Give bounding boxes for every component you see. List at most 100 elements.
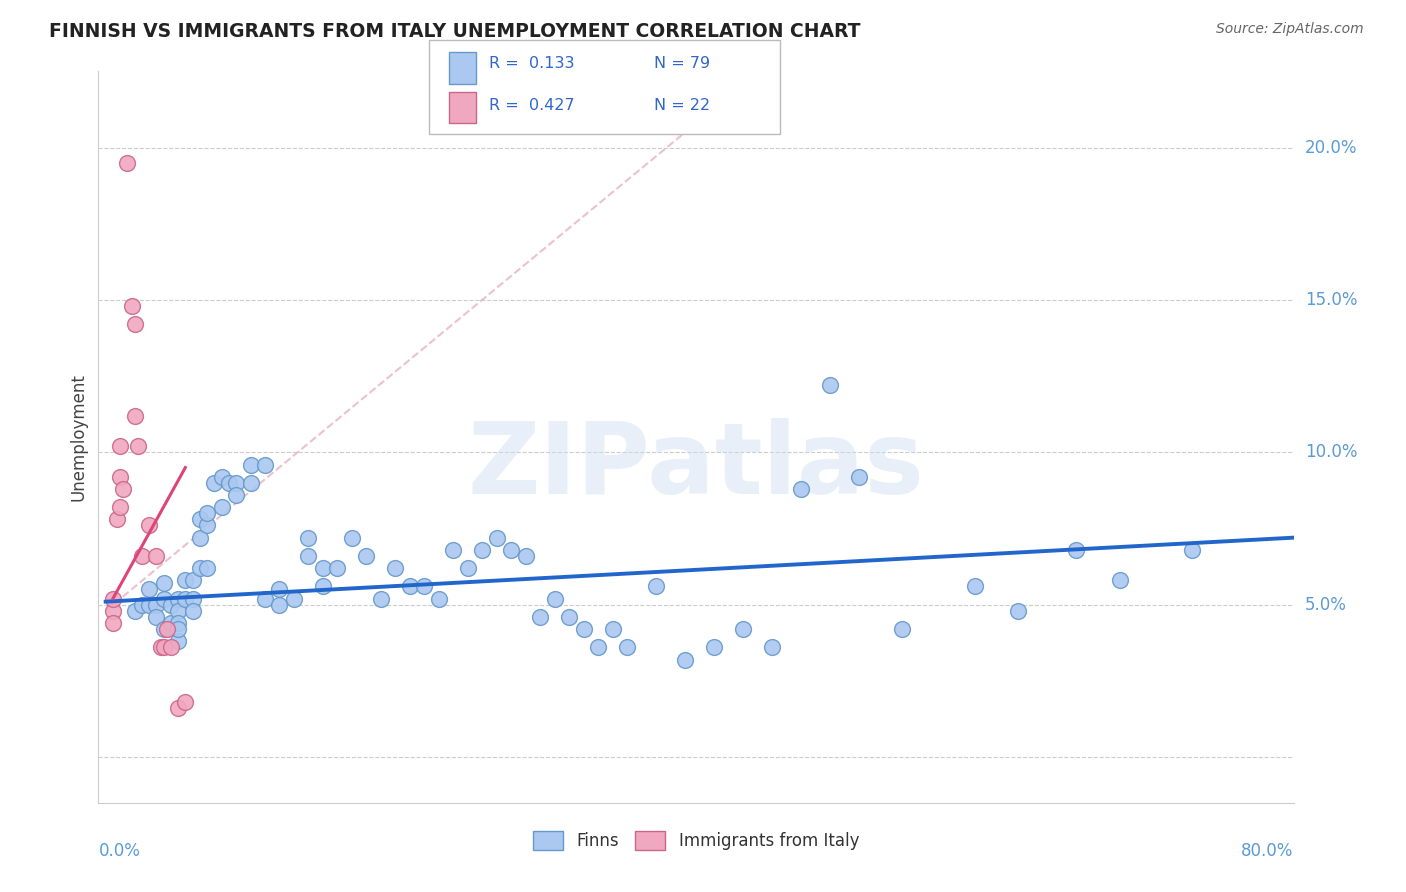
Point (326, 561, 349, 575)
Point (195, 506, 218, 520)
Point (370, 591, 392, 606)
Point (167, 701, 190, 715)
Point (167, 604, 190, 618)
Point (239, 475, 262, 490)
Point (963, 579, 986, 593)
Point (818, 378, 841, 392)
Point (167, 615, 190, 630)
Point (1108, 574, 1130, 588)
Text: R =  0.427: R = 0.427 (489, 98, 575, 113)
Point (195, 561, 218, 575)
Text: N = 22: N = 22 (654, 98, 710, 113)
Point (149, 640, 172, 655)
Point (544, 591, 567, 606)
Point (160, 598, 183, 612)
Point (195, 518, 218, 533)
Point (155, 622, 177, 636)
Point (138, 598, 160, 612)
Point (384, 561, 406, 575)
Point (297, 549, 319, 563)
Point (225, 475, 247, 490)
Text: 5.0%: 5.0% (1305, 596, 1347, 614)
Point (108, 439, 131, 453)
Point (269, 598, 291, 612)
Point (101, 615, 124, 630)
Point (253, 591, 276, 606)
Point (105, 512, 128, 526)
Point (673, 652, 696, 666)
Legend: Finns, Immigrants from Italy: Finns, Immigrants from Italy (526, 824, 866, 856)
Point (145, 549, 167, 563)
Point (1181, 542, 1204, 557)
Point (297, 531, 319, 545)
Point (441, 542, 464, 557)
Point (891, 622, 914, 636)
Point (117, 155, 139, 169)
Point (101, 591, 124, 606)
Point (225, 488, 247, 502)
Point (572, 622, 595, 636)
Point (761, 640, 783, 655)
Point (124, 604, 146, 618)
Point (101, 604, 124, 618)
Point (108, 500, 131, 515)
Point (167, 634, 190, 648)
Text: N = 79: N = 79 (654, 55, 710, 70)
Point (167, 622, 190, 636)
Point (127, 439, 149, 453)
Point (181, 591, 204, 606)
Point (160, 640, 183, 655)
Text: 0.0%: 0.0% (98, 842, 141, 860)
Point (427, 591, 450, 606)
Text: 80.0%: 80.0% (1241, 842, 1294, 860)
Point (124, 318, 146, 332)
Point (160, 615, 183, 630)
Point (121, 299, 143, 313)
Text: ZIPatlas: ZIPatlas (468, 417, 924, 515)
Point (413, 579, 436, 593)
Point (1007, 604, 1029, 618)
Point (138, 582, 160, 597)
Point (124, 409, 146, 423)
Point (108, 469, 131, 483)
Point (848, 469, 870, 483)
Point (356, 549, 378, 563)
Text: R =  0.133: R = 0.133 (489, 55, 575, 70)
Point (138, 518, 160, 533)
Point (1064, 542, 1087, 557)
Point (167, 591, 190, 606)
Point (703, 640, 725, 655)
Point (283, 591, 305, 606)
Point (188, 512, 211, 526)
Point (790, 482, 813, 496)
Point (181, 604, 204, 618)
Point (152, 640, 174, 655)
Point (174, 574, 197, 588)
Text: 10.0%: 10.0% (1305, 443, 1357, 461)
Point (602, 622, 624, 636)
Point (529, 610, 551, 624)
Point (515, 549, 537, 563)
Point (152, 622, 174, 636)
Point (312, 561, 335, 575)
Point (211, 469, 233, 483)
Point (152, 591, 174, 606)
Point (188, 561, 211, 575)
Point (645, 579, 668, 593)
Point (340, 531, 363, 545)
Point (471, 542, 494, 557)
Point (174, 695, 197, 709)
Point (269, 582, 291, 597)
Point (399, 579, 422, 593)
Point (586, 640, 609, 655)
Point (152, 576, 174, 591)
Point (145, 610, 167, 624)
Text: FINNISH VS IMMIGRANTS FROM ITALY UNEMPLOYMENT CORRELATION CHART: FINNISH VS IMMIGRANTS FROM ITALY UNEMPLO… (49, 22, 860, 41)
Point (501, 542, 523, 557)
Y-axis label: Unemployment: Unemployment (69, 373, 87, 501)
Point (457, 561, 479, 575)
Point (202, 475, 225, 490)
Point (731, 622, 754, 636)
Point (174, 591, 197, 606)
Point (239, 458, 262, 472)
